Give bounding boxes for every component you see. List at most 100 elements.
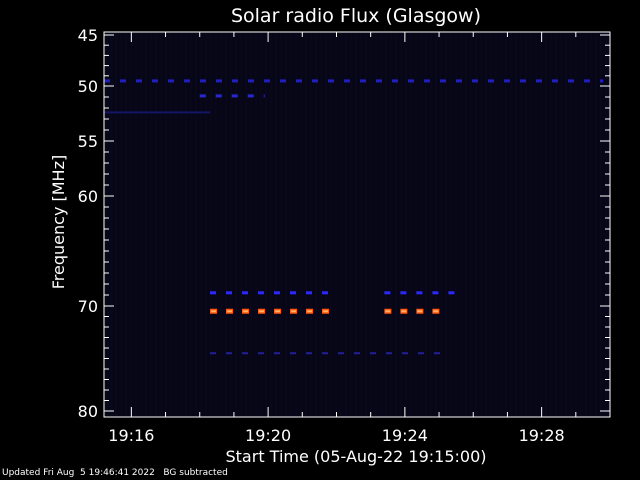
burst-segment bbox=[392, 79, 398, 83]
burst-core bbox=[290, 310, 296, 313]
burst-segment bbox=[416, 291, 423, 295]
plot-area bbox=[104, 32, 610, 417]
burst-feature bbox=[104, 111, 210, 114]
burst-segment bbox=[120, 79, 126, 83]
burst-segment bbox=[263, 94, 265, 98]
burst-segment bbox=[209, 352, 216, 355]
burst-segment bbox=[289, 291, 296, 295]
burst-core bbox=[433, 310, 439, 313]
burst-core bbox=[242, 310, 248, 313]
burst-segment bbox=[321, 352, 328, 355]
plot-background bbox=[104, 32, 610, 417]
burst-core bbox=[210, 310, 216, 313]
burst-segment bbox=[152, 79, 158, 83]
burst-segment bbox=[225, 291, 232, 295]
x-tick-label: 19:16 bbox=[108, 426, 154, 445]
burst-segment bbox=[289, 352, 296, 355]
burst-segment bbox=[305, 291, 312, 295]
burst-feature bbox=[209, 352, 440, 355]
y-tick-label: 50 bbox=[78, 77, 98, 96]
x-axis-label: Start Time (05-Aug-22 19:15:00) bbox=[226, 447, 487, 466]
burst-segment bbox=[337, 352, 344, 355]
burst-core bbox=[322, 310, 328, 313]
burst-segment bbox=[241, 352, 248, 355]
burst-segment bbox=[520, 79, 526, 83]
burst-segment bbox=[247, 94, 254, 98]
burst-segment bbox=[376, 79, 382, 83]
burst-segment bbox=[568, 79, 574, 83]
burst-segment bbox=[400, 291, 407, 295]
burst-segment bbox=[353, 352, 360, 355]
burst-segment bbox=[199, 94, 206, 98]
burst-feature bbox=[209, 308, 329, 314]
burst-core bbox=[226, 310, 232, 313]
burst-segment bbox=[424, 79, 430, 83]
burst-segment bbox=[408, 79, 414, 83]
burst-feature bbox=[199, 94, 265, 98]
burst-segment bbox=[241, 291, 248, 295]
burst-feature bbox=[384, 291, 455, 295]
burst-segment bbox=[344, 79, 350, 83]
burst-segment bbox=[280, 79, 286, 83]
burst-segment bbox=[472, 79, 478, 83]
burst-segment bbox=[440, 79, 446, 83]
x-tick-label: 19:20 bbox=[245, 426, 291, 445]
footer-status: Updated Fri Aug 5 19:46:41 2022 BG subtr… bbox=[2, 468, 228, 478]
plot-frame bbox=[103, 31, 611, 418]
burst-segment bbox=[168, 79, 174, 83]
burst-segment bbox=[257, 352, 264, 355]
y-tick-label: 60 bbox=[78, 187, 98, 206]
burst-segment bbox=[456, 79, 462, 83]
burst-segment bbox=[209, 291, 216, 295]
burst-core bbox=[385, 310, 391, 313]
burst-segment bbox=[312, 79, 318, 83]
y-tick-label: 55 bbox=[78, 132, 98, 151]
burst-segment bbox=[273, 352, 280, 355]
burst-segment bbox=[328, 79, 334, 83]
burst-segment bbox=[504, 79, 510, 83]
burst-segment bbox=[296, 79, 302, 83]
burst-segment bbox=[184, 79, 190, 83]
burst-segment bbox=[401, 352, 408, 355]
y-tick-label: 45 bbox=[78, 26, 98, 45]
burst-segment bbox=[200, 79, 206, 83]
burst-segment bbox=[136, 79, 142, 83]
y-axis-label: Frequency [MHz] bbox=[49, 155, 68, 289]
burst-segment bbox=[536, 79, 542, 83]
burst-segment bbox=[433, 352, 440, 355]
burst-segment bbox=[257, 291, 264, 295]
x-tick-label: 19:28 bbox=[519, 426, 565, 445]
burst-segment bbox=[552, 79, 558, 83]
burst-segment bbox=[321, 291, 328, 295]
y-tick-label: 70 bbox=[78, 297, 98, 316]
burst-core bbox=[274, 310, 280, 313]
burst-feature bbox=[104, 79, 604, 83]
burst-segment bbox=[215, 94, 222, 98]
burst-segment bbox=[231, 94, 238, 98]
burst-segment bbox=[273, 291, 280, 295]
burst-segment bbox=[225, 352, 232, 355]
burst-segment bbox=[248, 79, 254, 83]
y-tick-label: 80 bbox=[78, 402, 98, 421]
chart-title: Solar radio Flux (Glasgow) bbox=[231, 5, 481, 27]
burst-segment bbox=[369, 352, 376, 355]
burst-segment bbox=[104, 111, 210, 114]
burst-core bbox=[258, 310, 264, 313]
axes: 45 50 55 60 70 80 19:16 19:20 19:24 19:28 bbox=[78, 26, 611, 445]
burst-segment bbox=[216, 79, 222, 83]
burst-segment bbox=[488, 79, 494, 83]
burst-feature bbox=[209, 291, 328, 295]
burst-segment bbox=[385, 352, 392, 355]
burst-segment bbox=[600, 79, 604, 83]
burst-feature bbox=[384, 308, 440, 314]
burst-core bbox=[306, 310, 312, 313]
burst-segment bbox=[384, 291, 391, 295]
burst-segment bbox=[232, 79, 238, 83]
burst-segment bbox=[432, 291, 439, 295]
burst-segment bbox=[360, 79, 366, 83]
burst-segment bbox=[264, 79, 270, 83]
burst-core bbox=[417, 310, 423, 313]
burst-core bbox=[401, 310, 407, 313]
burst-segment bbox=[584, 79, 590, 83]
